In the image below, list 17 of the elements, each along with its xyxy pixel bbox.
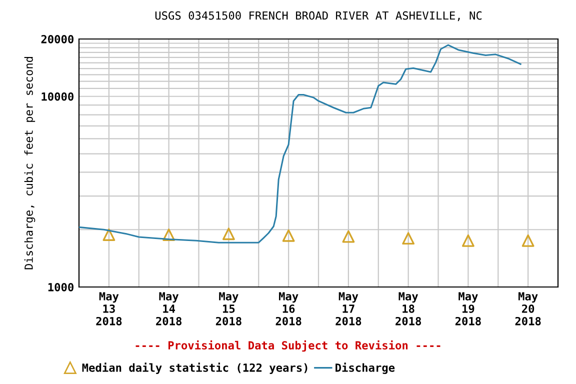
legend-label: Discharge xyxy=(336,362,395,374)
chart-title: USGS 03451500 FRENCH BROAD RIVER AT ASHEVILLE, NC xyxy=(155,11,482,22)
text: ---- Provisional Data Subject to Revision ---- xyxy=(136,340,440,352)
y-axis-title: Discharge, cubic feet per second xyxy=(24,57,36,270)
x-tick-label: May 15 2018 xyxy=(216,292,242,326)
x-tick-label: May 19 2018 xyxy=(455,292,481,326)
x-tick-label: May 20 2018 xyxy=(515,292,541,326)
x-tick-label: May 14 2018 xyxy=(156,292,182,326)
legend-label: Median daily statistic (122 years) xyxy=(82,362,308,374)
y-tick-label: 1000 xyxy=(48,282,74,292)
line-series xyxy=(79,44,522,244)
y-tick-label: 10000 xyxy=(42,92,74,101)
x-tick-label: May 16 2018 xyxy=(276,292,302,326)
x-tick-label: May 18 2018 xyxy=(396,292,421,326)
y-tick-label: 20000 xyxy=(41,34,74,44)
x-tick-label: May 17 2018 xyxy=(336,292,362,326)
x-tick-label: May 13 2018 xyxy=(96,292,122,326)
